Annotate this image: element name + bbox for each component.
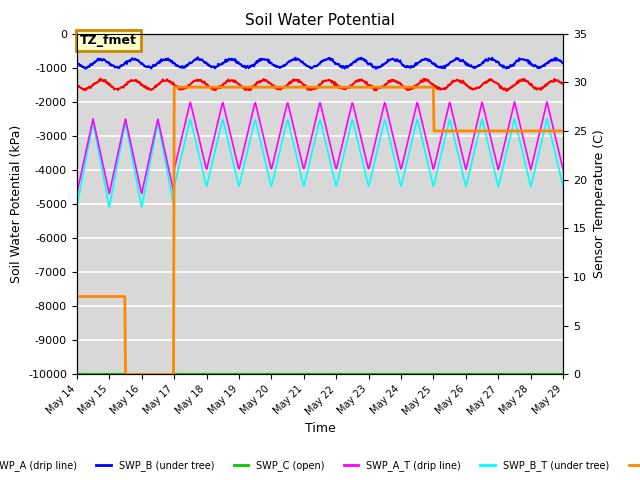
Y-axis label: Soil Water Potential (kPa): Soil Water Potential (kPa)	[10, 125, 22, 283]
X-axis label: Time: Time	[305, 422, 335, 435]
Title: Soil Water Potential: Soil Water Potential	[245, 13, 395, 28]
Legend: SWP_A (drip line), SWP_B (under tree), SWP_C (open), SWP_A_T (drip line), SWP_B_: SWP_A (drip line), SWP_B (under tree), S…	[0, 456, 640, 475]
Text: TZ_fmet: TZ_fmet	[80, 34, 137, 47]
Y-axis label: Sensor Temperature (C): Sensor Temperature (C)	[593, 130, 605, 278]
